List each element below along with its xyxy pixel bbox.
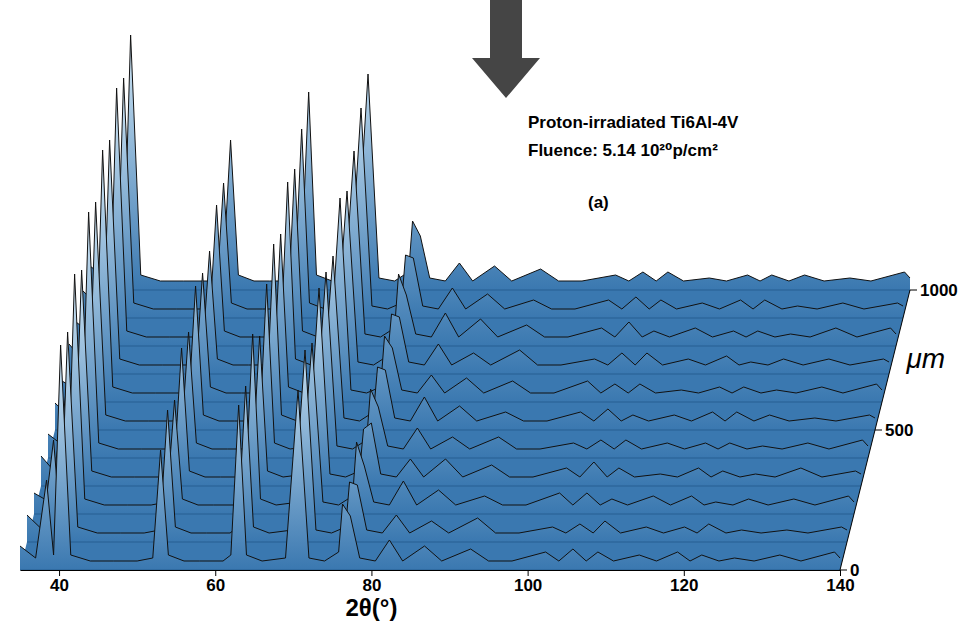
depth-tick-label: 500 [885,421,913,440]
x-tick: 60 [206,570,225,595]
trace-line [62,150,882,393]
x-tick: 40 [50,570,69,595]
traces [20,35,910,570]
trace-area [41,270,861,486]
x-axis-line [21,570,841,571]
x-axis-title: 2θ(°) [345,594,397,621]
depth-tick-mark [910,290,917,291]
x-axis: 406080100120140 [21,570,855,595]
depth-axis-title: μm [906,343,946,374]
trace-area [20,345,840,570]
trace-area [76,88,896,346]
trace-line [20,345,840,561]
depth-tick-label: 1000 [920,281,958,300]
depth-axis: 0 500 1000 [840,281,958,580]
annotation: (a) [588,193,609,212]
depth-tick-label: 0 [850,561,859,580]
trace-baseline [27,542,847,543]
trace-area [48,212,868,458]
trace-area [62,150,882,402]
trace-line [41,270,861,477]
depth-tick-mark [840,570,847,571]
x-tick-label: 80 [362,576,381,595]
trace-line [76,88,896,337]
x-tick: 100 [514,570,542,595]
trace-area [83,78,903,318]
x-tick-label: 120 [670,576,698,595]
trace-line [55,202,875,421]
trace-area [55,202,875,430]
x-tick: 120 [670,570,698,595]
trace-line [83,78,903,309]
trace-line [27,332,847,533]
x-tick-label: 40 [50,576,69,595]
x-tick-label: 100 [514,576,542,595]
trace-baseline [20,570,840,571]
annotation: Proton-irradiated Ti6Al-4V [528,113,739,132]
arrow [472,0,540,98]
trace-line [34,274,854,505]
x-tick: 80 [362,570,381,595]
x-tick-label: 60 [206,576,225,595]
trace-area [27,332,847,542]
trace-area [34,274,854,514]
chart: 4060801001201402θ(°)05001000μmProton-irr… [0,0,968,629]
depth-tick-mark [875,430,882,431]
annotation: Fluence: 5.14 10²⁰p/cm² [528,141,718,160]
trace-line [48,212,868,449]
trace-line [69,140,889,365]
